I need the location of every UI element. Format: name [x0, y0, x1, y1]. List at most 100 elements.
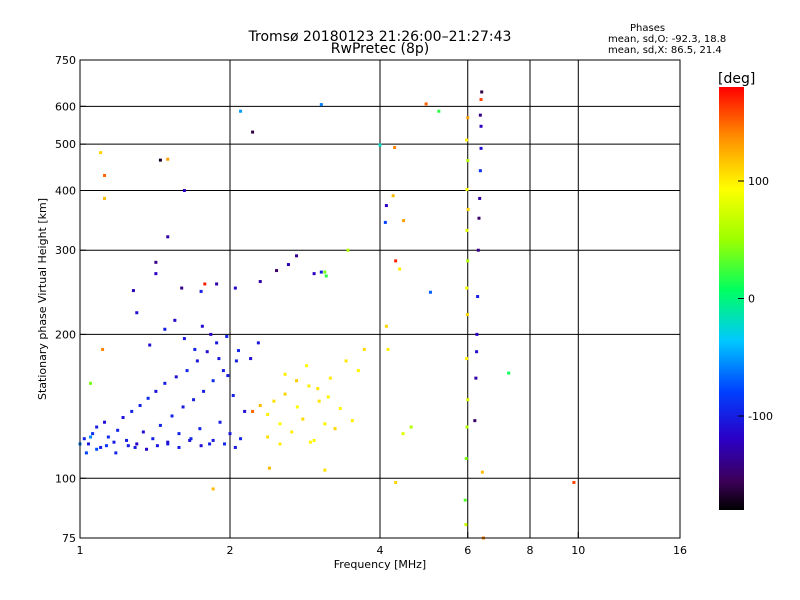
data-point [301, 417, 305, 421]
data-point [170, 414, 174, 418]
y-tick-label: 200 [55, 328, 76, 341]
data-point [236, 349, 240, 353]
colorbar-label: [deg] [718, 71, 755, 87]
data-point [473, 419, 477, 423]
x-tick-label: 1 [77, 544, 84, 557]
data-point [475, 332, 479, 336]
data-point [163, 381, 167, 385]
data-point [324, 274, 328, 278]
data-point [384, 204, 388, 208]
data-point [465, 357, 469, 361]
data-point [478, 113, 482, 117]
data-point [233, 445, 237, 449]
data-point [278, 442, 282, 446]
data-point [154, 389, 158, 393]
data-point [394, 480, 398, 484]
data-point [166, 440, 170, 444]
data-point [312, 272, 316, 276]
data-point [130, 409, 134, 413]
data-point [316, 387, 320, 391]
x-tick-label: 2 [227, 544, 234, 557]
data-point [106, 435, 110, 439]
data-point [205, 350, 209, 354]
data-point [338, 406, 342, 410]
x-tick-label: 16 [673, 544, 687, 557]
data-point [231, 393, 235, 397]
data-point [465, 187, 469, 191]
data-point [103, 196, 107, 200]
data-point [91, 432, 95, 436]
data-point [437, 109, 441, 113]
y-tick-label: 100 [55, 472, 76, 485]
data-point [393, 146, 397, 150]
phases-mean-o: mean, sd,O: -92.3, 18.8 [608, 34, 727, 45]
data-point [211, 438, 215, 442]
data-point [239, 109, 243, 113]
data-point [228, 432, 232, 436]
data-point [158, 423, 162, 427]
data-point [401, 432, 405, 436]
y-axis-label: Stationary phase Virtual Height [km] [36, 198, 49, 400]
data-point [323, 270, 327, 274]
data-point [326, 395, 330, 399]
data-point [267, 466, 271, 470]
data-point [286, 263, 290, 267]
data-point [180, 286, 184, 290]
data-point [116, 428, 120, 432]
data-point [146, 396, 150, 400]
y-tick-label: 400 [55, 184, 76, 197]
y-tick-label: 75 [62, 532, 76, 545]
data-point [391, 194, 395, 198]
data-point [181, 405, 185, 409]
data-point [125, 438, 129, 442]
data-point [362, 347, 366, 351]
data-point [572, 480, 576, 484]
data-point [465, 425, 469, 429]
colorbar-ticks: 100 0 -100 [738, 175, 773, 423]
data-point [312, 438, 316, 442]
data-point [182, 188, 186, 192]
data-point [465, 313, 469, 317]
data-point [464, 456, 468, 460]
data-point [95, 425, 99, 429]
data-point [158, 158, 162, 162]
y-tick-label: 500 [55, 138, 76, 151]
data-point [394, 259, 398, 263]
data-point [225, 334, 229, 338]
grid-lines [80, 60, 680, 538]
x-tick-label: 6 [464, 544, 471, 557]
data-point [466, 208, 470, 212]
data-point [275, 269, 279, 273]
x-axis-ticks: 1 2 4 6 8 10 16 [77, 532, 687, 557]
data-point [223, 442, 227, 446]
data-point [283, 392, 287, 396]
data-point [166, 157, 170, 161]
phases-heading: Phases [630, 23, 666, 34]
data-point [317, 399, 321, 403]
data-point [266, 435, 270, 439]
data-point [243, 409, 247, 413]
data-point [112, 440, 116, 444]
data-point [478, 196, 482, 200]
data-point [475, 350, 479, 354]
x-axis-label: Frequency [MHz] [334, 558, 426, 571]
y-tick-label: 300 [55, 244, 76, 257]
data-point [477, 216, 481, 220]
data-point [386, 347, 390, 351]
data-point [383, 220, 387, 224]
data-point [479, 146, 483, 150]
data-point [133, 445, 137, 449]
data-point [239, 437, 243, 441]
data-point [295, 254, 299, 258]
data-point [464, 523, 468, 527]
data-point [135, 311, 139, 315]
data-point [346, 248, 350, 252]
data-point [154, 272, 158, 276]
y-tick-label: 750 [55, 54, 76, 67]
data-point [189, 437, 193, 441]
data-point [174, 375, 178, 379]
data-point [226, 374, 230, 378]
data-point [208, 442, 212, 446]
x-tick-label: 10 [571, 544, 585, 557]
data-point [233, 286, 237, 290]
